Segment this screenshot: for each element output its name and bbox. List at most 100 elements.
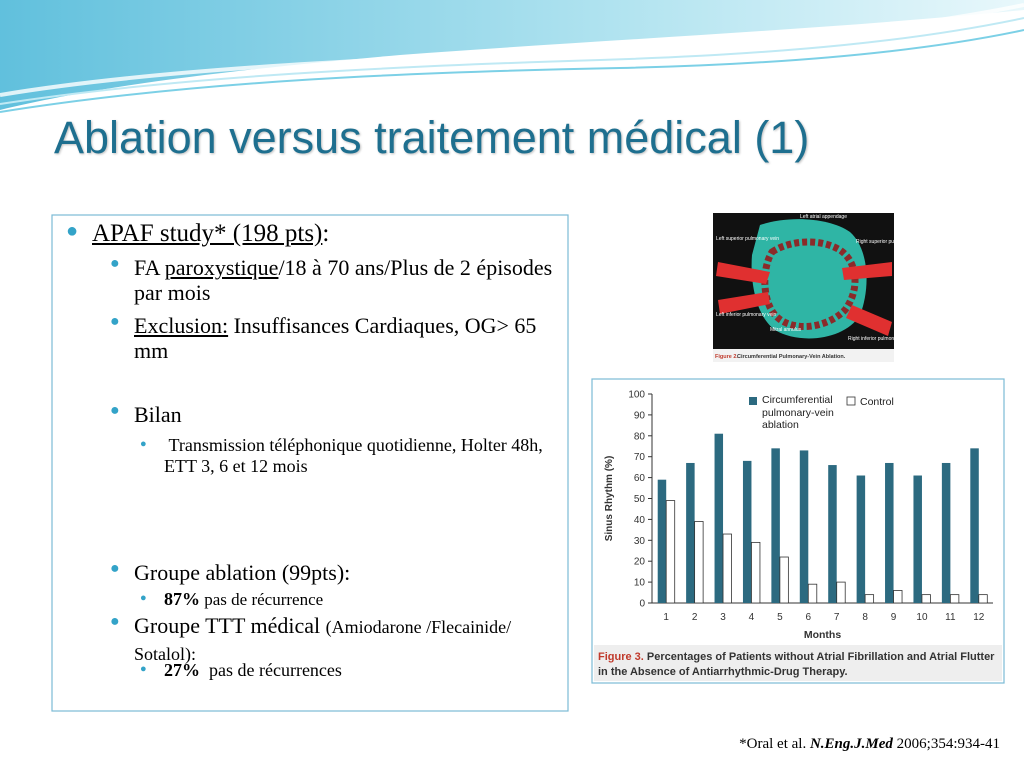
x-tick-label: 3 — [720, 612, 726, 623]
footnote: *Oral et al. N.Eng.J.Med 2006;354:934-41 — [739, 736, 1000, 753]
x-tick-label: 12 — [973, 612, 985, 623]
legend-swatch — [846, 396, 856, 406]
bullet-dot: ● — [140, 438, 147, 450]
bullet-text: Groupe TTT médical — [134, 613, 326, 638]
bar — [828, 465, 837, 603]
bullet-item: APAF study* (198 pts): — [92, 220, 562, 247]
y-tick-label: 80 — [634, 431, 646, 442]
bullet-text: 27% — [164, 660, 200, 680]
footnote-part: 2006;354:934-41 — [892, 736, 1000, 752]
figure-caption: Circumferential Pulmonary-Vein Ablation. — [737, 354, 846, 360]
bullet-dot: ● — [110, 560, 120, 577]
caption-label: Figure 3. — [598, 651, 644, 663]
figure-label: Right inferior pulmonary vein — [848, 336, 912, 342]
header-waves — [0, 0, 1024, 113]
bullet-text: pas de récurrences — [200, 660, 342, 680]
y-tick-label: 70 — [634, 452, 646, 463]
footnote-part: *Oral et al. — [739, 736, 810, 752]
bullet-item: Exclusion: Insuffisances Cardiaques, OG>… — [134, 313, 562, 363]
bullet-item: 87% pas de récurrence — [164, 589, 562, 610]
legend-label: Circumferential pulmonary-vein ablation — [762, 394, 834, 431]
bar — [885, 462, 894, 603]
bar — [949, 594, 960, 604]
caption-band — [594, 645, 1002, 681]
bullet-dot: ● — [110, 402, 120, 419]
bullet-item: Bilan — [134, 402, 562, 427]
y-tick-label: 60 — [634, 473, 646, 484]
bar — [799, 450, 809, 603]
bar — [807, 583, 818, 604]
bullet-dot: ● — [110, 255, 120, 272]
bullet-item: Transmission téléphonique quotidienne, H… — [164, 435, 562, 477]
bullet-dot: ● — [66, 220, 79, 242]
bar — [836, 581, 846, 604]
bar — [751, 541, 761, 604]
bullet-text: paroxystique — [164, 255, 279, 280]
bullet-text: Bilan — [134, 402, 182, 427]
bar — [665, 500, 676, 604]
x-tick-label: 10 — [916, 612, 928, 623]
bullet-text: 87% — [164, 589, 200, 609]
bar — [771, 448, 780, 603]
x-tick-label: 4 — [749, 612, 755, 623]
chart-caption: Figure 3. Percentages of Patients withou… — [598, 650, 998, 680]
x-tick-label: 6 — [806, 612, 812, 623]
bar — [893, 590, 903, 604]
bullet-dot: ● — [140, 592, 147, 604]
y-tick-label: 10 — [634, 578, 646, 589]
y-axis-label: Sinus Rhythm (%) — [604, 456, 615, 542]
figure-label: Left inferior pulmonary vein — [716, 312, 777, 318]
bar — [714, 433, 724, 603]
y-tick-label: 50 — [634, 494, 646, 505]
bullet-text: Groupe ablation (99pts): — [134, 560, 351, 585]
bullet-item: FA paroxystique/18 à 70 ans/Plus de 2 ép… — [134, 255, 562, 305]
bar — [856, 475, 866, 603]
bullet-dot: ● — [110, 313, 120, 330]
y-tick-label: 0 — [639, 599, 645, 610]
x-tick-label: 9 — [891, 612, 897, 623]
figure-label: Right superior pulmonary vein — [856, 239, 923, 245]
bar — [864, 594, 875, 604]
legend-label: Control — [860, 396, 894, 408]
bullet-text: Exclusion: — [134, 313, 229, 338]
heart-figure — [713, 213, 894, 362]
bullet-text: (Amiodarone /Flecainide/ Sotalol): — [134, 617, 516, 664]
x-tick-label: 11 — [945, 612, 956, 623]
bar — [913, 475, 922, 603]
figure-caption-label: Figure 2. — [715, 354, 738, 360]
footnote-part: N.Eng.J.Med — [809, 736, 893, 752]
bar — [657, 479, 667, 603]
bullet-text: FA — [134, 255, 165, 280]
y-tick-label: 30 — [634, 536, 646, 547]
bullet-text: Insuffisances Cardiaques, OG> 65 mm — [134, 313, 542, 363]
legend-swatch — [749, 397, 757, 405]
x-tick-label: 7 — [834, 612, 840, 623]
x-axis-label: Months — [804, 629, 841, 641]
y-tick-label: 100 — [628, 390, 645, 401]
bullet-item: Groupe ablation (99pts): — [134, 560, 562, 585]
bar — [742, 460, 752, 603]
figure-label: Left atrial appendage — [800, 214, 847, 220]
bullet-item: 27% pas de récurrences — [164, 660, 562, 681]
x-tick-label: 2 — [692, 612, 698, 623]
bar — [686, 462, 695, 603]
bar — [694, 521, 704, 604]
x-tick-label: 8 — [862, 612, 868, 623]
bar — [779, 556, 789, 604]
y-tick-label: 40 — [634, 515, 646, 526]
x-tick-label: 1 — [663, 612, 669, 623]
bullet-text: APAF study* (198 pts) — [92, 220, 323, 247]
content-box — [51, 214, 569, 712]
figure-label: Left superior pulmonary vein — [716, 236, 779, 242]
bullet-text: pas de récurrence — [200, 590, 324, 609]
bar — [921, 594, 931, 604]
slide-title: Ablation versus traitement médical (1) — [54, 112, 810, 163]
bullet-dot: ● — [110, 613, 120, 630]
bar — [978, 594, 988, 604]
bullet-text: Transmission téléphonique quotidienne, H… — [164, 435, 548, 476]
y-tick-label: 90 — [634, 410, 646, 421]
bullet-item: Groupe TTT médical (Amiodarone /Flecaini… — [134, 613, 562, 667]
bar — [941, 462, 951, 603]
